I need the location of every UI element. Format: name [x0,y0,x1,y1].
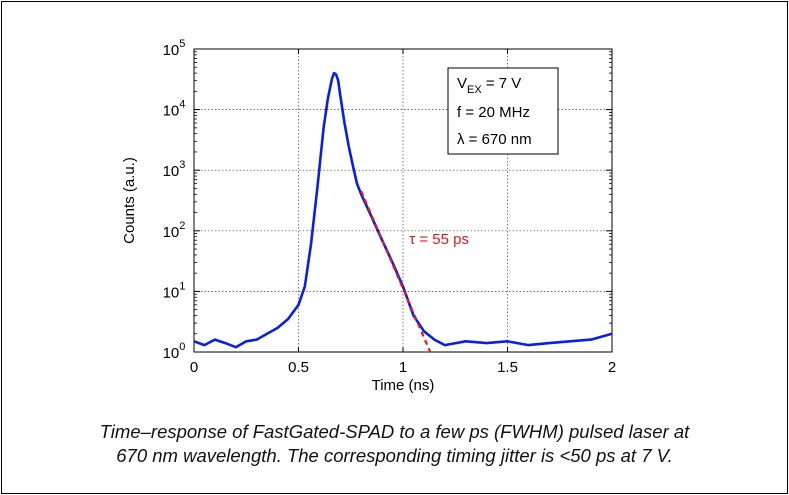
x-tick-label: 1 [399,359,407,376]
axis-ticks [193,48,613,353]
y-tick-label: 101 [163,280,186,301]
x-tick-label: 0.5 [288,359,309,376]
parameter-wavelength: λ = 670 nm [457,131,532,148]
y-axis-label: Counts (a.u.) [121,157,138,244]
parameter-vex-subscript: EX [467,84,482,96]
parameter-frequency: f = 20 MHz [457,104,530,121]
tau-annotation: τ = 55 ps [409,231,469,248]
parameter-box: VEX = 7 V f = 20 MHz λ = 670 nm [447,67,559,155]
x-tick-label: 2 [608,359,616,376]
y-tick-labels: 100 101 102 103 104 105 [163,38,186,362]
measured-curve [193,71,613,349]
caption-line-1: Time–response of FastGated-SPAD to a few… [99,421,690,442]
x-tick-label: 1.5 [497,359,518,376]
y-tick-label: 103 [163,159,186,180]
x-tick-label: 0 [190,359,198,376]
chart: 0 0.5 1 1.5 2 100 101 102 103 104 105 Time (ns) C… [121,38,616,394]
parameter-vex: VEX = 7 V [457,75,521,96]
y-tick-label: 105 [163,38,186,59]
y-tick-label: 102 [163,220,186,241]
data-series [193,71,613,353]
caption-line-2: 670 nm wavelength. The corresponding tim… [116,445,673,466]
parameter-vex-symbol: V [457,75,467,92]
x-tick-labels: 0 0.5 1 1.5 2 [190,359,616,376]
y-tick-label: 100 [163,341,186,362]
parameter-box-frame [447,67,559,155]
y-tick-label: 104 [163,99,186,120]
x-axis-label: Time (ns) [372,377,435,394]
exponential-fit [360,190,432,353]
parameter-vex-value: = 7 V [482,75,522,92]
